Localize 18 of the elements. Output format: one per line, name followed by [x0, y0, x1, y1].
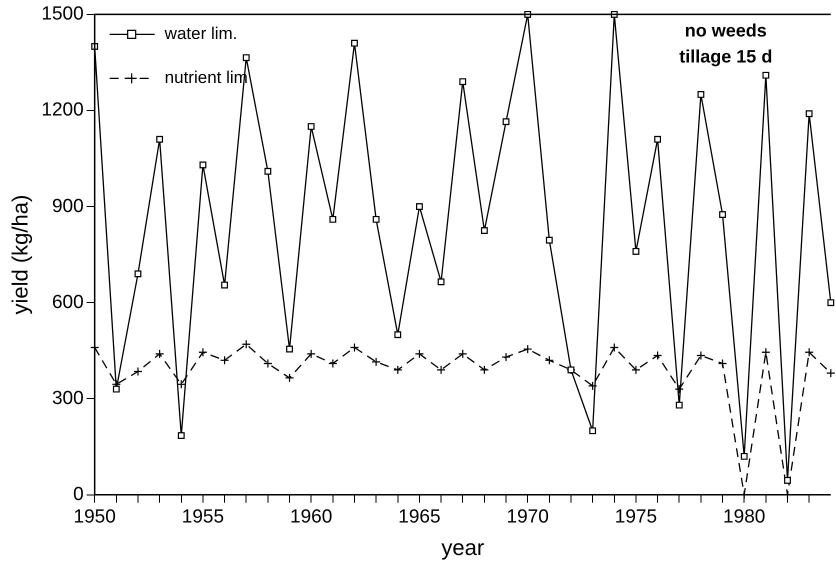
annotation: tillage 15 d — [679, 46, 772, 66]
y-tick-label: 900 — [52, 196, 84, 217]
x-tick-label: 1980 — [723, 506, 766, 528]
legend-label: water lim. — [164, 24, 238, 44]
y-axis-title: yield (kg/ha) — [7, 194, 32, 315]
x-tick-label: 1950 — [74, 506, 116, 528]
annotation: no weeds — [684, 20, 767, 40]
x-tick-label: 1970 — [506, 506, 549, 528]
y-tick-label: 600 — [52, 292, 84, 313]
y-tick-label: 300 — [52, 388, 84, 409]
y-tick-label: 0 — [73, 484, 84, 506]
x-tick-label: 1955 — [182, 506, 224, 528]
x-tick-label: 1965 — [398, 506, 441, 528]
x-tick-label: 1960 — [290, 506, 332, 528]
y-tick-label: 1200 — [41, 100, 84, 121]
x-tick-label: 1975 — [614, 506, 658, 528]
x-axis-title: year — [441, 534, 484, 560]
y-tick-label: 1500 — [41, 4, 84, 25]
